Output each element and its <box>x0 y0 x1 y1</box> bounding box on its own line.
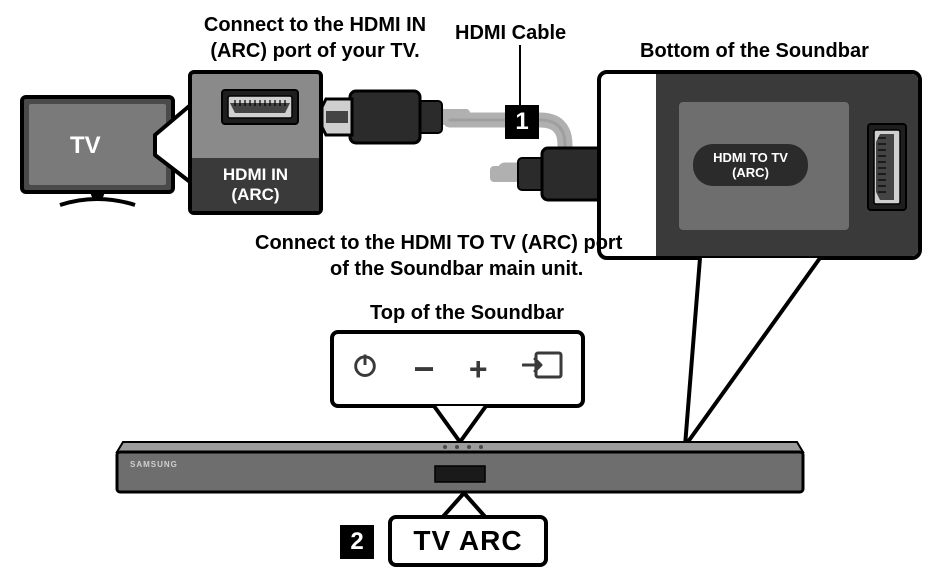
hdmi-in-instruction-line1: Connect to the HDMI IN <box>185 12 445 38</box>
soundbar-brand-label: SAMSUNG <box>130 460 178 469</box>
hdmi-in-port-label-strip: HDMI IN (ARC) <box>192 158 319 211</box>
tv-label: TV <box>70 130 101 161</box>
hdmi-to-tv-port-label: HDMI TO TV (ARC) <box>693 144 808 186</box>
top-soundbar-label: Top of the Soundbar <box>370 300 564 326</box>
tv-arc-callout: TV ARC <box>388 515 548 567</box>
hdmi-to-tv-instruction-l2: of the Soundbar main unit. <box>330 256 583 282</box>
volume-plus-icon: + <box>469 351 488 388</box>
hdmi-in-port-label-l2: (ARC) <box>231 185 279 205</box>
bottom-soundbar-pointer <box>680 256 840 466</box>
hdmi-in-port-label-l1: HDMI IN <box>223 165 288 185</box>
hdmi-to-tv-instruction-l1: Connect to the HDMI TO TV (ARC) port <box>255 230 622 256</box>
hdmi-in-instruction-line2: (ARC) port of your TV. <box>185 38 445 64</box>
volume-minus-icon: − <box>413 348 434 390</box>
top-soundbar-callout: − + <box>330 330 585 408</box>
power-icon <box>351 351 379 387</box>
hdmi-to-tv-port-icon <box>866 122 908 212</box>
step-2-badge: 2 <box>340 525 374 559</box>
bottom-soundbar-label: Bottom of the Soundbar <box>640 38 869 64</box>
tv-arc-display-text: TV ARC <box>413 525 522 557</box>
bottom-soundbar-callout: HDMI TO TV (ARC) <box>597 70 922 260</box>
hdmi-in-port-icon <box>220 88 300 128</box>
hdmi-cable-label-line <box>515 45 525 105</box>
hdmi-cable-label: HDMI Cable <box>455 20 566 46</box>
source-icon <box>522 350 564 388</box>
step-1-badge: 1 <box>505 105 539 139</box>
